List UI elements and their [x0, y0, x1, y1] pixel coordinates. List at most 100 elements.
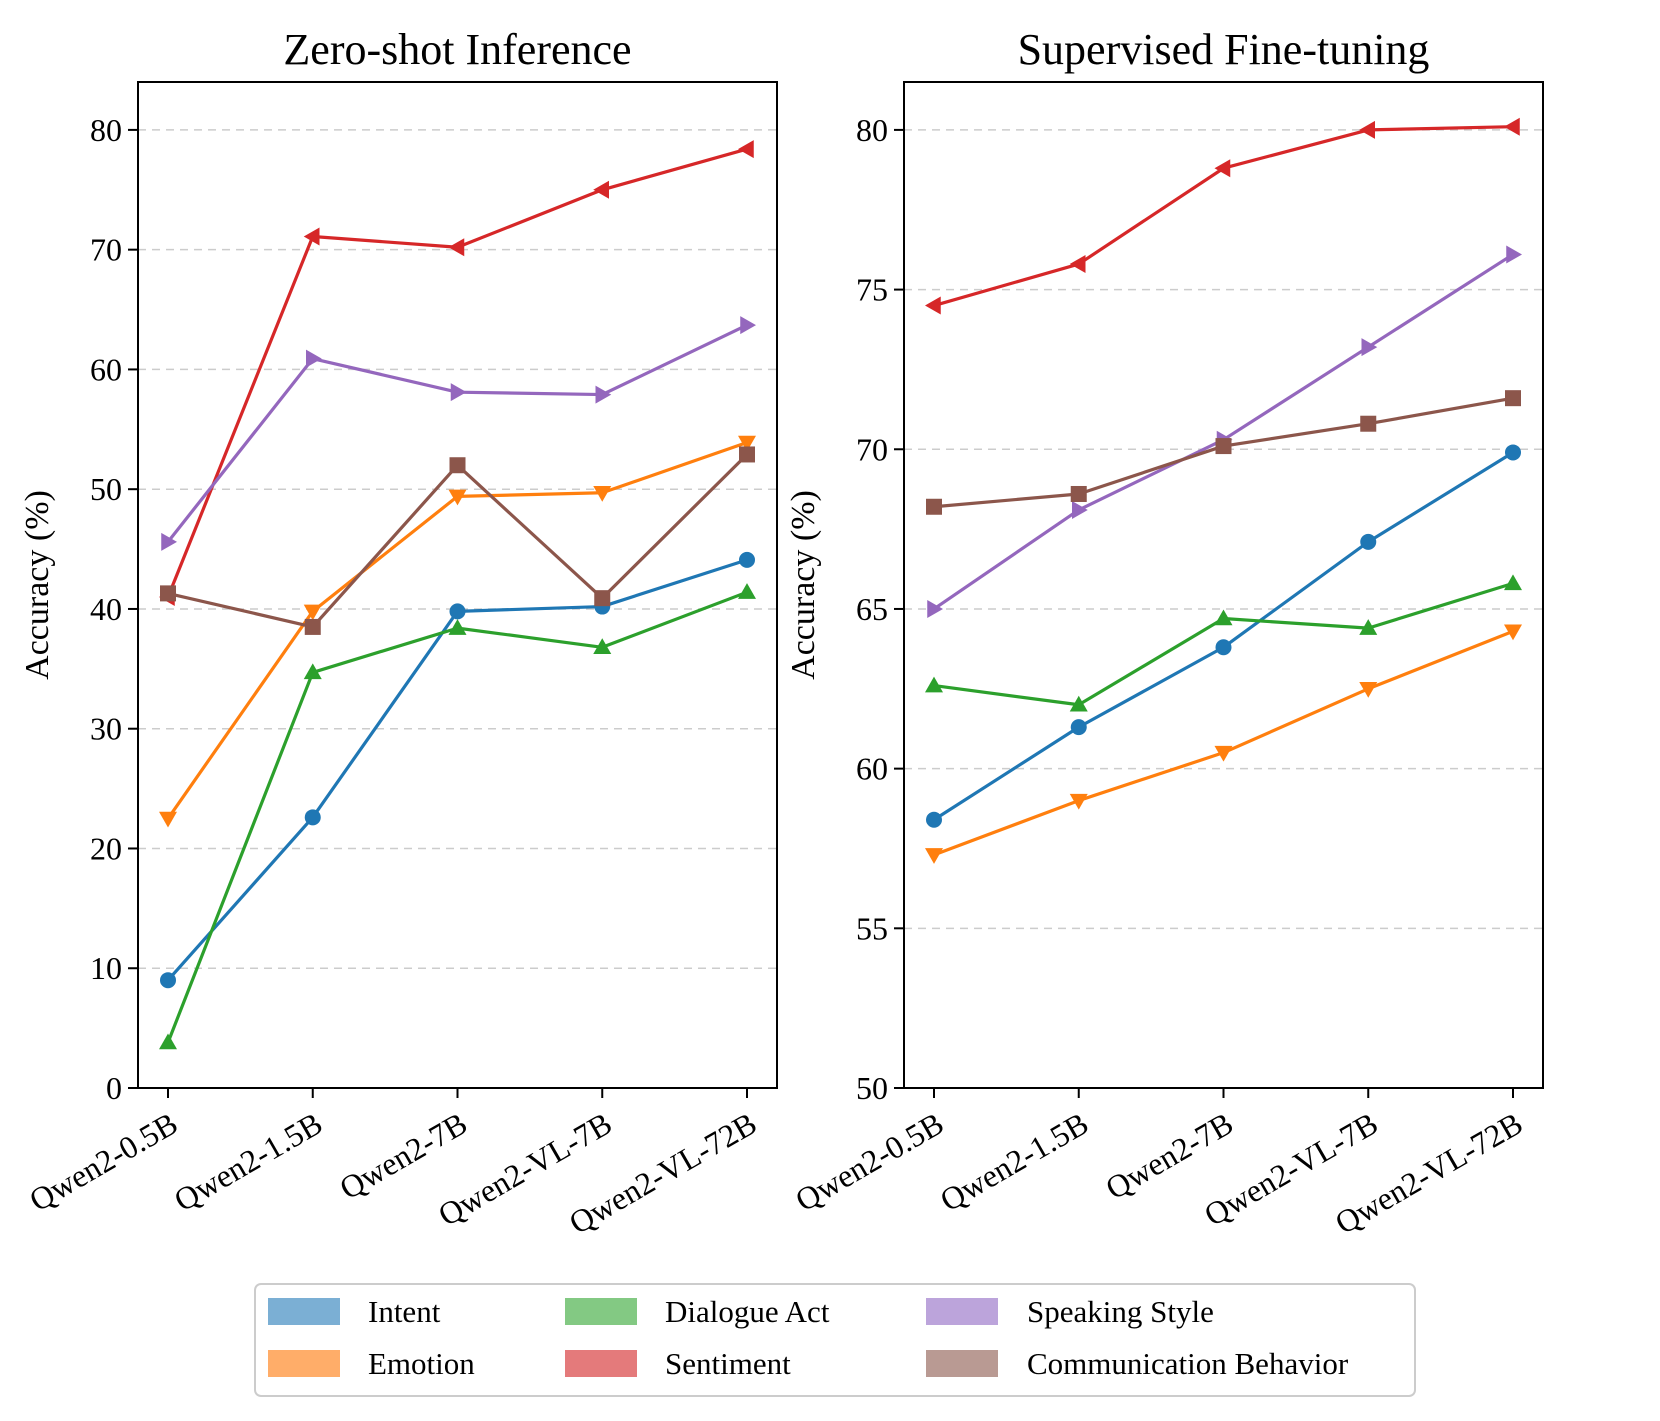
- legend-swatch-speaking-style: [926, 1298, 998, 1325]
- legend-label-speaking-style: Speaking Style: [1027, 1294, 1214, 1329]
- y-tick-label: 0: [106, 1070, 122, 1106]
- data-point-sentiment: [1069, 255, 1086, 274]
- data-point-emotion: [1359, 682, 1378, 698]
- data-point-emotion: [925, 848, 943, 864]
- data-point-speaking-style: [306, 349, 322, 368]
- data-point-dialogue-act: [159, 1033, 177, 1050]
- legend-swatch-sentiment: [565, 1350, 637, 1377]
- data-point-emotion: [738, 435, 756, 452]
- data-point-communication-behavior: [1215, 438, 1232, 455]
- y-tick-label: 10: [90, 950, 122, 986]
- y-tick-label: 60: [90, 351, 122, 387]
- data-point-dialogue-act: [448, 619, 467, 635]
- legend-frame: [254, 1283, 1416, 1397]
- data-point-dialogue-act: [1069, 695, 1088, 712]
- data-point-speaking-style: [927, 599, 943, 618]
- series-line-speaking-style: [166, 323, 748, 543]
- panel-title: Supervised Fine-tuning: [1018, 25, 1430, 74]
- data-point-sentiment: [738, 140, 754, 159]
- data-point-intent: [1070, 719, 1087, 736]
- data-point-dialogue-act: [1359, 619, 1378, 635]
- data-point-sentiment: [1504, 117, 1520, 136]
- data-point-emotion: [303, 604, 322, 621]
- series-line-intent: [933, 451, 1514, 822]
- data-point-dialogue-act: [925, 676, 943, 693]
- data-point-dialogue-act: [303, 663, 322, 680]
- y-tick-label: 40: [90, 591, 122, 627]
- data-point-sentiment: [448, 238, 465, 257]
- data-point-intent: [1360, 533, 1377, 550]
- legend-item: Sentiment: [565, 1346, 791, 1381]
- y-axis-label: Accuracy (%): [19, 490, 56, 680]
- data-point-emotion: [448, 489, 467, 506]
- y-tick-label: 80: [856, 112, 888, 148]
- x-tick-label: Qwen2-1.5B: [168, 1105, 328, 1218]
- data-point-speaking-style: [1506, 245, 1522, 264]
- x-tick-label: Qwen2-1.5B: [934, 1105, 1094, 1218]
- data-point-sentiment: [1214, 159, 1231, 178]
- y-tick-label: 55: [856, 910, 888, 946]
- legend-item: Dialogue Act: [565, 1294, 830, 1329]
- data-point-communication-behavior: [1070, 485, 1087, 502]
- data-point-sentiment: [593, 180, 609, 199]
- legend-item: Emotion: [268, 1346, 475, 1381]
- data-point-dialogue-act: [593, 638, 612, 655]
- data-point-intent: [449, 603, 466, 620]
- y-tick-label: 30: [90, 711, 122, 747]
- legend-label-dialogue-act: Dialogue Act: [665, 1294, 830, 1329]
- data-point-speaking-style: [595, 385, 612, 404]
- y-tick-label: 75: [856, 272, 888, 308]
- series-line-dialogue-act: [166, 590, 748, 1044]
- plot-frame: [137, 81, 778, 1089]
- legend-item: Communication Behavior: [926, 1346, 1349, 1381]
- data-point-speaking-style: [450, 383, 467, 402]
- y-tick-label: 50: [90, 471, 122, 507]
- y-tick-label: 20: [90, 830, 122, 866]
- data-point-emotion: [159, 811, 177, 828]
- plot-frame: [903, 81, 1544, 1089]
- data-point-intent: [1505, 444, 1521, 461]
- series-line-sentiment: [933, 125, 1514, 308]
- data-point-communication-behavior: [926, 498, 942, 515]
- data-point-emotion: [1069, 793, 1088, 810]
- data-point-sentiment: [303, 227, 320, 246]
- legend-item: Intent: [268, 1294, 441, 1329]
- legend-swatch-emotion: [268, 1350, 340, 1377]
- data-point-communication-behavior: [1360, 415, 1377, 432]
- data-point-communication-behavior: [739, 446, 755, 463]
- x-tick-label: Qwen2-0.5B: [23, 1105, 183, 1218]
- data-point-communication-behavior: [160, 585, 176, 602]
- data-point-communication-behavior: [594, 590, 611, 607]
- series-line-speaking-style: [933, 253, 1514, 611]
- legend-swatch-intent: [268, 1298, 340, 1325]
- data-point-intent: [739, 551, 755, 568]
- data-point-speaking-style: [1361, 338, 1378, 357]
- data-point-emotion: [1504, 624, 1522, 641]
- data-point-emotion: [1214, 745, 1233, 762]
- legend-label-sentiment: Sentiment: [665, 1346, 791, 1381]
- y-tick-label: 70: [90, 232, 122, 268]
- data-point-speaking-style: [1072, 500, 1088, 519]
- data-point-intent: [1215, 639, 1232, 656]
- data-point-sentiment: [925, 296, 941, 315]
- x-tick-label: Qwen2-0.5B: [789, 1105, 949, 1218]
- y-tick-label: 80: [90, 112, 122, 148]
- y-tick-label: 70: [856, 431, 888, 467]
- data-point-emotion: [593, 486, 612, 502]
- data-point-communication-behavior: [1505, 390, 1521, 407]
- series-line-sentiment: [166, 147, 748, 598]
- legend-item: Speaking Style: [926, 1294, 1214, 1329]
- data-point-communication-behavior: [304, 618, 321, 635]
- series-line-communication-behavior: [167, 453, 749, 629]
- y-axis-label: Accuracy (%): [785, 490, 822, 680]
- data-point-communication-behavior: [449, 457, 466, 474]
- data-point-dialogue-act: [1504, 574, 1522, 591]
- legend-label-communication-behavior: Communication Behavior: [1027, 1346, 1349, 1381]
- legend-swatch-communication-behavior: [926, 1350, 998, 1377]
- data-point-intent: [304, 809, 321, 826]
- legend-swatch-dialogue-act: [565, 1298, 637, 1325]
- y-tick-label: 65: [856, 591, 888, 627]
- panel-title: Zero-shot Inference: [283, 25, 631, 74]
